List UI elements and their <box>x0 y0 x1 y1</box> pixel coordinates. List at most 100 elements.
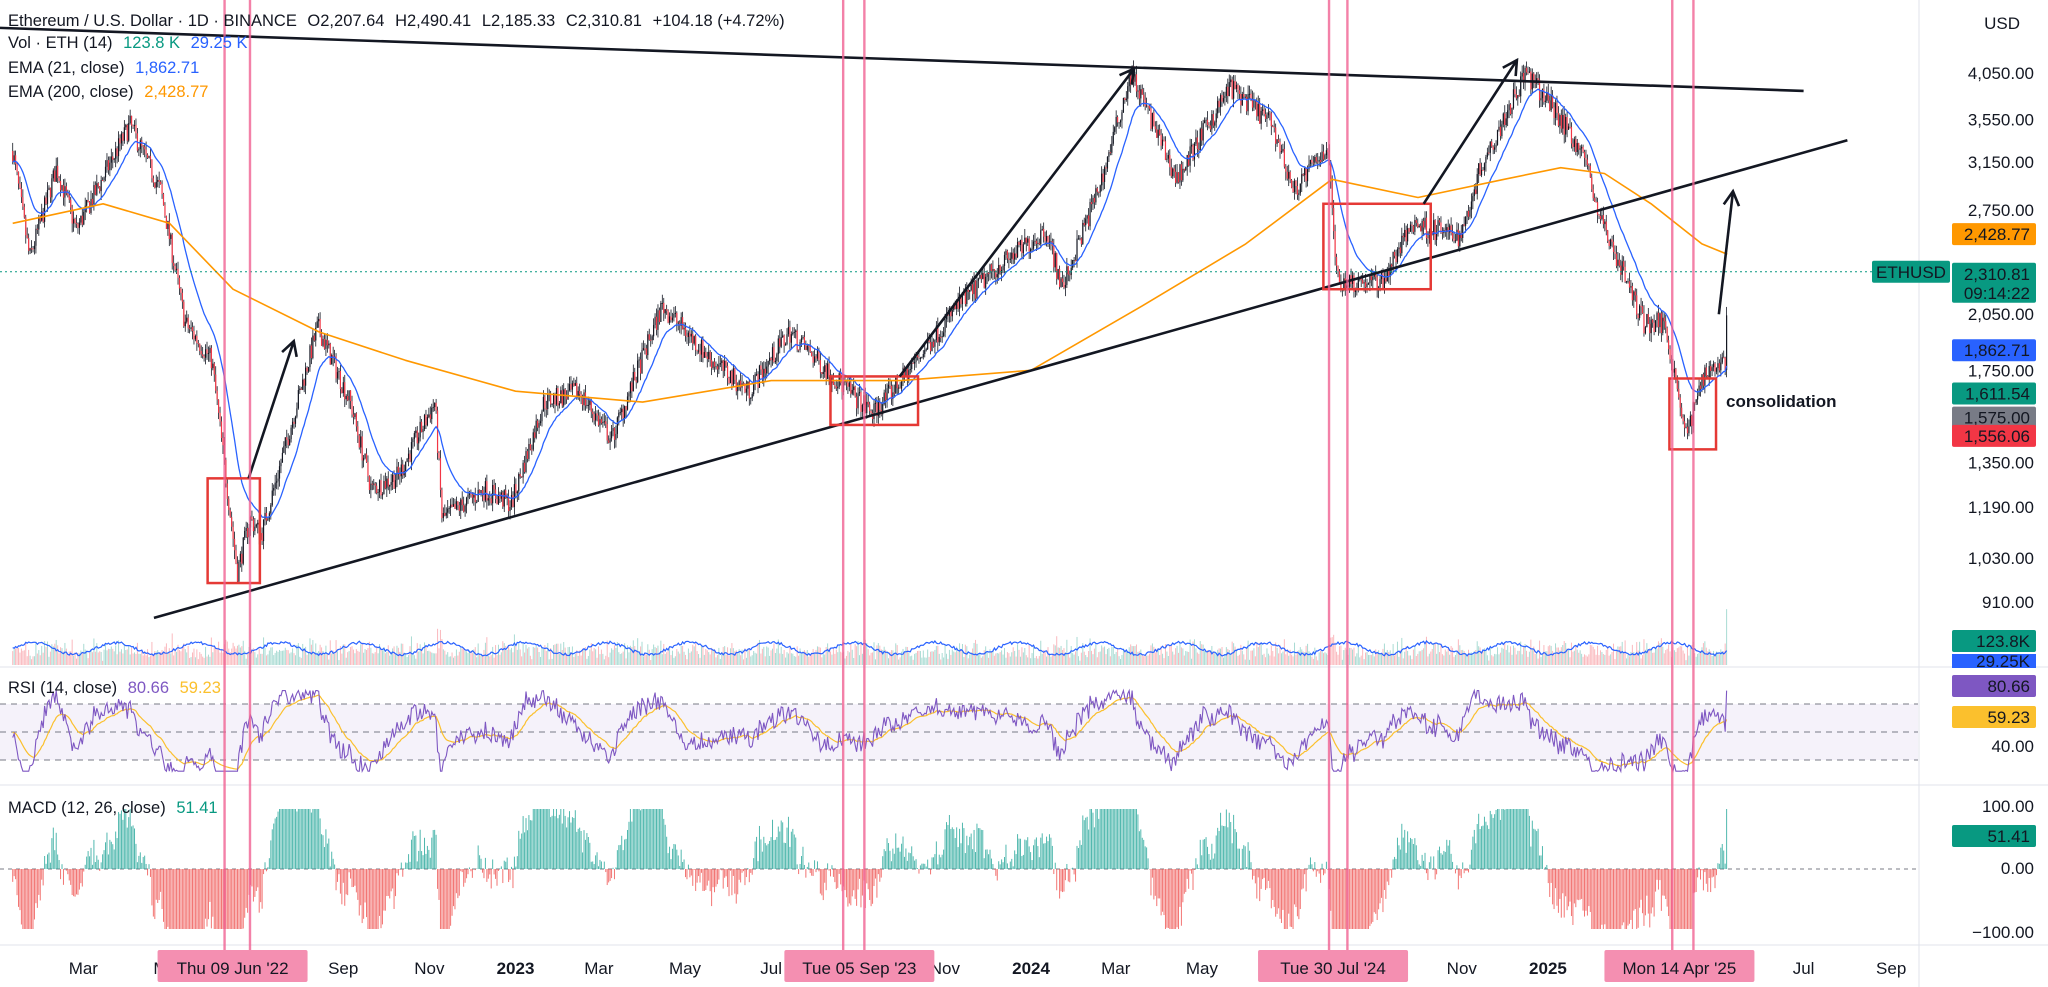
volume-bar <box>1675 651 1677 665</box>
macd-bar <box>228 869 230 929</box>
volume-bar <box>635 649 637 665</box>
candle-body <box>676 312 678 324</box>
candle-body <box>960 294 962 305</box>
volume-bar <box>138 653 140 665</box>
candle-body <box>244 530 246 538</box>
macd-bar <box>366 869 368 918</box>
candle-body <box>1086 215 1088 219</box>
macd-bar <box>1108 809 1110 869</box>
volume-bar <box>389 655 391 665</box>
volume-bar <box>1425 636 1427 665</box>
macd-bar <box>163 869 165 922</box>
volume-bar <box>1705 647 1707 665</box>
candle-body <box>115 148 117 159</box>
macd-bar <box>36 869 38 908</box>
macd-bar <box>1708 869 1710 878</box>
candle-body <box>1016 241 1019 258</box>
volume-bar <box>815 649 817 665</box>
volume-bar <box>387 645 389 665</box>
macd-bar <box>946 822 948 869</box>
macd-bar <box>966 835 968 869</box>
candle-body <box>222 438 224 446</box>
macd-bar <box>1537 828 1539 869</box>
volume-bar <box>1430 651 1432 665</box>
volume-bar <box>579 650 581 665</box>
macd-bar <box>1251 869 1253 880</box>
macd-bar <box>603 861 605 869</box>
volume-bar <box>1646 643 1648 665</box>
volume-bar <box>83 643 85 665</box>
candle-body <box>510 495 513 508</box>
candle-body <box>1411 224 1413 226</box>
candle-body <box>1269 112 1271 114</box>
volume-bar <box>787 653 789 665</box>
candle-body <box>1364 282 1367 288</box>
volume-bar <box>802 651 804 665</box>
macd-bar <box>81 869 83 887</box>
candle-body <box>927 340 929 350</box>
macd-bar <box>725 869 727 877</box>
candle-body <box>210 347 212 369</box>
candle-body <box>35 228 37 246</box>
volume-bar <box>825 647 827 665</box>
candle-body <box>690 333 692 337</box>
candle-body <box>951 310 953 317</box>
candle-body <box>367 461 369 477</box>
macd-bar <box>244 869 246 918</box>
macd-bar <box>1472 836 1474 869</box>
candle-body <box>1507 110 1509 119</box>
volume-bar <box>975 639 977 665</box>
candle-body <box>151 159 153 179</box>
volume-bar <box>912 659 914 665</box>
volume-bar <box>1579 650 1581 665</box>
volume-bar <box>1366 652 1368 665</box>
volume-bar <box>448 656 450 665</box>
candle-body <box>1679 397 1681 408</box>
volume-bar <box>1420 651 1422 665</box>
volume-bar <box>928 656 930 665</box>
candle-body <box>199 343 201 351</box>
macd-bar <box>561 823 563 869</box>
volume-bar <box>106 650 108 665</box>
candle-body <box>815 356 817 359</box>
candle-body <box>1482 169 1484 171</box>
volume-bar <box>1247 640 1249 665</box>
macd-bar <box>1333 869 1335 929</box>
macd-bar <box>170 869 172 929</box>
candle-body <box>1177 172 1180 183</box>
volume-bar <box>967 658 969 665</box>
x-tick-label: May <box>1186 959 1219 978</box>
macd-bar <box>439 869 441 929</box>
macd-bar <box>1533 828 1535 869</box>
currency-label[interactable]: USD <box>1984 14 2020 33</box>
volume-bar <box>895 643 897 665</box>
candle-body <box>1608 240 1610 247</box>
candle-body <box>267 518 269 521</box>
candle-body <box>174 266 176 270</box>
candle-body <box>483 495 485 501</box>
candle-body <box>777 338 779 355</box>
macd-bar <box>798 869 800 875</box>
macd-bar <box>482 869 484 873</box>
macd-bar <box>147 869 149 876</box>
volume-bar <box>1353 647 1355 665</box>
candle-body <box>976 280 978 299</box>
macd-bar <box>937 864 939 869</box>
volume-bar <box>1521 654 1523 665</box>
volume-bar <box>1681 646 1683 665</box>
candle-body <box>576 383 578 398</box>
macd-bar <box>802 846 804 869</box>
candle-body <box>1185 167 1187 171</box>
macd-bar <box>500 866 502 869</box>
macd-bar <box>1144 846 1146 869</box>
candle-body <box>1270 113 1272 127</box>
macd-bar <box>409 861 411 869</box>
macd-bar <box>331 851 333 869</box>
volume-bar <box>1041 653 1043 665</box>
candle-body <box>563 389 565 406</box>
macd-bar <box>123 809 125 869</box>
volume-bar <box>1137 651 1139 665</box>
volume-bar <box>65 648 67 665</box>
candle-body <box>36 228 38 230</box>
